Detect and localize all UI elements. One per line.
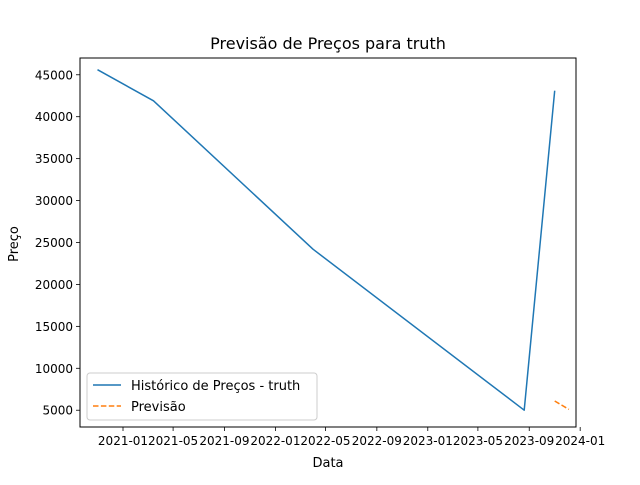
- chart-title: Previsão de Preços para truth: [210, 34, 446, 53]
- y-axis-label: Preço: [7, 226, 22, 262]
- legend: Histórico de Preços - truth Previsão: [86, 372, 318, 421]
- y-tick-label: 45000: [35, 68, 73, 82]
- tick-layer: 2021-01 2021-05 2021-09 2022-01 2022-05 2022-…: [35, 68, 605, 448]
- legend-label-historico: Histórico de Preços - truth: [131, 379, 300, 394]
- y-tick-label: 25000: [35, 236, 73, 250]
- y-tick-label: 35000: [35, 152, 73, 166]
- y-tick-label: 30000: [35, 194, 73, 208]
- series-layer: [97, 69, 570, 411]
- plot-frame: [79, 57, 577, 428]
- x-axis-label: Data: [312, 456, 343, 471]
- x-tick-label: 2024-01: [555, 434, 605, 448]
- x-tick-label: 2023-09: [504, 434, 554, 448]
- x-tick-label: 2021-09: [199, 434, 249, 448]
- series-line-1: [554, 400, 570, 411]
- legend-box: [86, 372, 318, 421]
- x-tick-label: 2021-01: [98, 434, 148, 448]
- x-tick-label: 2023-01: [403, 434, 453, 448]
- legend-label-previsao: Previsão: [131, 400, 186, 415]
- x-tick-label: 2023-05: [453, 434, 503, 448]
- y-tick-label: 10000: [35, 362, 73, 376]
- series-line-0: [97, 69, 556, 411]
- y-tick-label: 40000: [35, 110, 73, 124]
- x-tick-label: 2021-05: [148, 434, 198, 448]
- x-tick-label: 2022-05: [300, 434, 350, 448]
- y-tick-label: 15000: [35, 320, 73, 334]
- plot-area: [80, 58, 576, 427]
- x-tick-label: 2022-09: [352, 434, 402, 448]
- y-tick-label: 20000: [35, 278, 73, 292]
- y-tick-label: 5000: [42, 404, 73, 418]
- x-tick-label: 2022-01: [250, 434, 300, 448]
